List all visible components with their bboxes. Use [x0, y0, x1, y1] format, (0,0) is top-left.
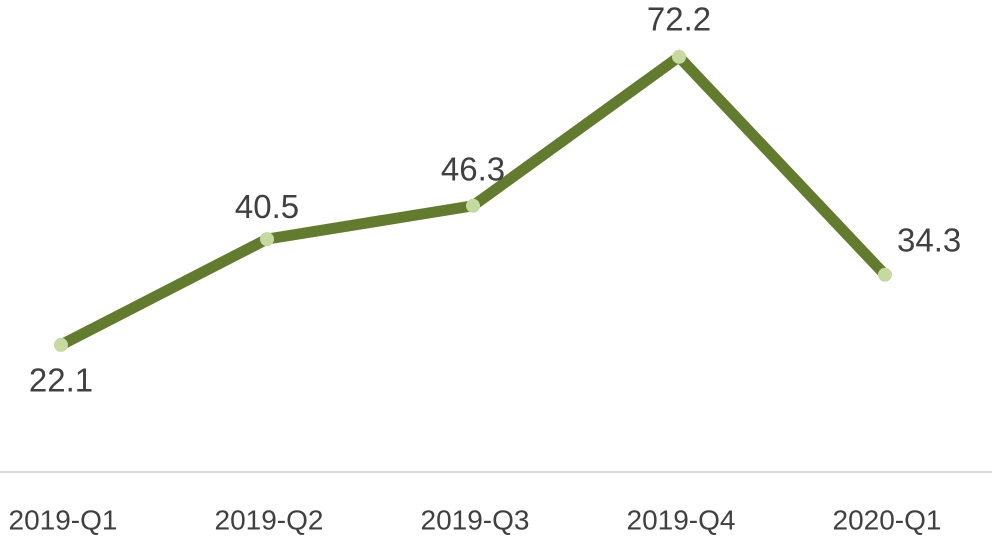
data-point [672, 49, 686, 64]
data-point [260, 232, 274, 247]
x-tick-label: 2019-Q3 [421, 504, 530, 535]
data-label: 72.2 [647, 1, 711, 38]
data-label: 34.3 [897, 221, 961, 258]
x-tick-label: 2019-Q4 [627, 504, 736, 535]
x-tick-label: 2020-Q1 [833, 504, 942, 535]
x-tick-label: 2019-Q1 [9, 504, 118, 535]
data-label: 46.3 [441, 150, 505, 187]
data-point [466, 198, 480, 213]
data-point [878, 267, 892, 282]
data-label: 40.5 [235, 188, 299, 225]
data-point [54, 337, 68, 352]
x-tick-label: 2019-Q2 [215, 504, 324, 535]
data-label: 22.1 [29, 362, 93, 399]
